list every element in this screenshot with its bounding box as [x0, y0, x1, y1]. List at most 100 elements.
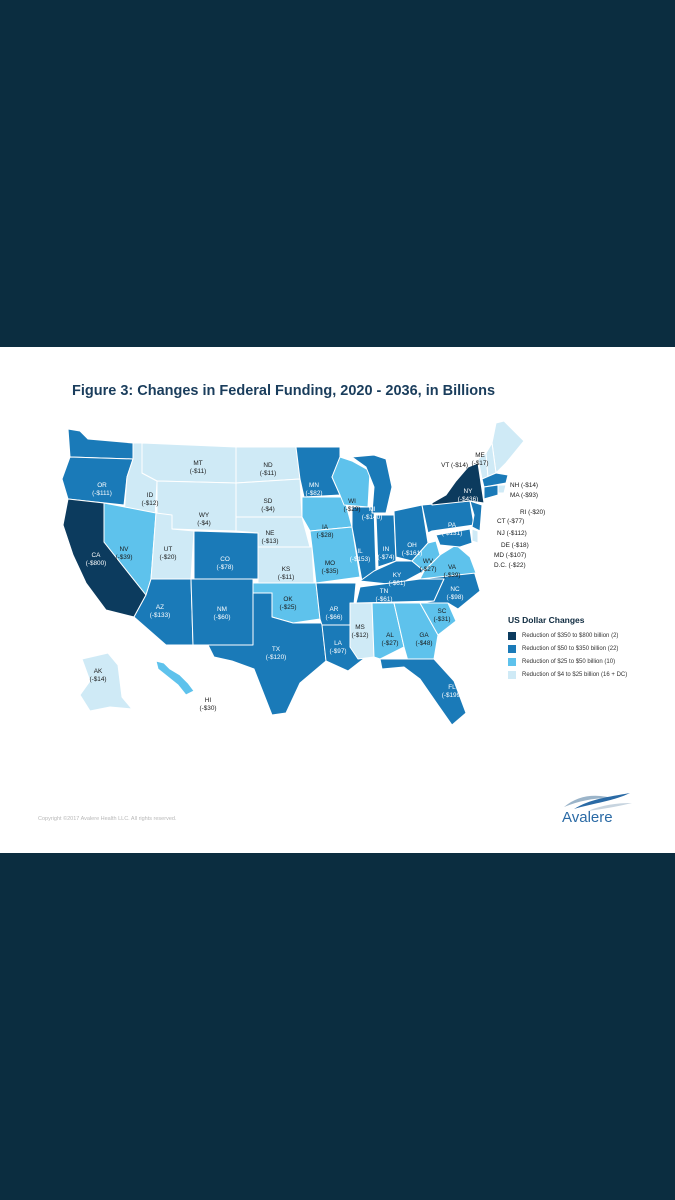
state-shape-mo	[309, 526, 361, 584]
state-value-ia: (-$28)	[316, 532, 333, 539]
state-abbr-sc: SC	[438, 608, 447, 615]
state-value-ga: (-$48)	[415, 640, 432, 647]
state-value-tx: (-$120)	[266, 654, 287, 661]
state-callout-nj: NJ (-$112)	[497, 530, 527, 537]
state-shape-de	[471, 528, 479, 544]
state-callout-ri: RI (-$20)	[520, 509, 545, 516]
state-abbr-ks: KS	[282, 566, 291, 573]
legend-item: Reduction of $50 to $350 billion (22)	[508, 645, 627, 653]
state-value-nd: (-$11)	[260, 470, 277, 477]
state-callout-de: DE (-$18)	[501, 542, 529, 549]
state-abbr-ar: AR	[330, 606, 339, 613]
state-shape-nj	[469, 500, 483, 532]
legend-item: Reduction of $4 to $25 billion (16 + DC)	[508, 671, 627, 679]
state-shape-co	[193, 530, 259, 580]
state-abbr-wa: WA	[99, 418, 110, 425]
state-value-hi: (-$30)	[199, 705, 216, 712]
state-value-ny: (-$436)	[458, 496, 479, 503]
state-abbr-ne: NE	[266, 530, 275, 537]
state-abbr-pa: PA	[448, 522, 457, 529]
state-value-sc: (-$31)	[433, 616, 450, 623]
state-value-ar: (-$66)	[325, 614, 342, 621]
state-abbr-ia: IA	[322, 524, 329, 531]
legend-swatch-4	[508, 671, 516, 679]
state-value-co: (-$78)	[216, 564, 233, 571]
state-shape-al	[371, 602, 405, 660]
state-abbr-ut: UT	[164, 546, 173, 553]
state-abbr-nm: NM	[217, 606, 227, 613]
state-value-mn: (-$82)	[305, 490, 322, 497]
state-callout-dc: D.C. (-$22)	[494, 562, 526, 569]
state-shape-ms	[349, 602, 375, 660]
state-abbr-hi: HI	[205, 697, 212, 704]
state-value-in: (-$74)	[377, 554, 394, 561]
state-abbr-co: CO	[220, 556, 230, 563]
state-value-mt: (-$11)	[190, 468, 207, 475]
state-value-or: (-$111)	[92, 490, 112, 497]
state-value-nv: (-$39)	[115, 554, 132, 561]
state-shape-wa	[67, 428, 134, 460]
state-value-ak: (-$14)	[89, 676, 106, 683]
state-callout-ct: CT (-$77)	[497, 518, 524, 525]
us-map: WA(-$110)OR(-$111)CA(-$800)ID(-$12)NV(-$…	[61, 418, 545, 726]
state-value-wv: (-$27)	[419, 566, 436, 573]
state-value-pa: (-$131)	[442, 530, 463, 537]
state-abbr-la: LA	[334, 640, 343, 647]
state-abbr-wi: WI	[348, 498, 356, 505]
state-shape-wi	[331, 456, 371, 508]
state-abbr-ms: MS	[355, 624, 365, 631]
state-value-wa: (-$110)	[94, 424, 114, 431]
avalere-logo: Avalere	[558, 789, 640, 829]
state-abbr-nv: NV	[120, 546, 130, 553]
legend-item: Reduction of $25 to $50 billion (10)	[508, 658, 627, 666]
state-value-ky: (-$61)	[388, 580, 405, 587]
state-value-nm: (-$60)	[213, 614, 230, 621]
state-shape-ct	[483, 484, 499, 500]
state-abbr-nd: ND	[263, 462, 273, 469]
state-value-nc: (-$98)	[446, 594, 463, 601]
state-callout-vt: VT (-$14)	[441, 462, 468, 469]
legend-label: Reduction of $50 to $350 billion (22)	[522, 646, 619, 652]
state-shape-hi	[155, 660, 195, 696]
slide: Figure 3: Changes in Federal Funding, 20…	[0, 347, 675, 853]
state-abbr-in: IN	[383, 546, 390, 553]
state-abbr-ca: CA	[92, 552, 102, 559]
state-abbr-mo: MO	[325, 560, 335, 567]
state-abbr-or: OR	[97, 482, 107, 489]
state-value-al: (-$27)	[381, 640, 398, 647]
state-value-oh: (-$161)	[402, 550, 423, 557]
state-value-il: (-$153)	[350, 556, 371, 563]
state-abbr-mi: MI	[368, 506, 375, 513]
legend-swatch-2	[508, 645, 516, 653]
state-abbr-ny: NY	[464, 488, 474, 495]
state-abbr-id: ID	[147, 492, 154, 499]
state-shape-md	[435, 528, 473, 548]
state-value-az: (-$133)	[150, 612, 171, 619]
state-abbr-mt: MT	[193, 460, 202, 467]
state-abbr-il: IL	[357, 548, 363, 555]
state-abbr-wy: WY	[199, 512, 210, 519]
state-abbr-fl: FL	[448, 684, 456, 691]
state-abbr-ak: AK	[94, 668, 103, 675]
state-value-mi: (-$140)	[362, 514, 383, 521]
state-shape-or	[61, 456, 134, 506]
state-value-va: (-$39)	[443, 572, 460, 579]
state-callout-md: MD (-$107)	[494, 552, 526, 559]
state-shape-nc	[419, 570, 481, 610]
state-value-fl: (-$199)	[442, 692, 463, 699]
legend-swatch-3	[508, 658, 516, 666]
state-abbr-al: AL	[386, 632, 394, 639]
state-value-wy: (-$4)	[197, 520, 211, 527]
state-abbr-wv: WV	[423, 558, 434, 565]
state-abbr-ky: KY	[393, 572, 402, 579]
state-abbr-nc: NC	[450, 586, 460, 593]
state-value-sd: (-$4)	[261, 506, 275, 513]
state-shape-fl	[379, 658, 467, 726]
state-abbr-sd: SD	[264, 498, 273, 505]
state-value-ne: (-$13)	[261, 538, 278, 545]
state-shape-ri	[497, 484, 507, 494]
state-shape-mt	[141, 442, 237, 484]
legend-label: Reduction of $25 to $50 billion (10)	[522, 659, 616, 665]
state-shape-me	[491, 420, 525, 474]
legend: US Dollar Changes Reduction of $350 to $…	[508, 615, 627, 684]
